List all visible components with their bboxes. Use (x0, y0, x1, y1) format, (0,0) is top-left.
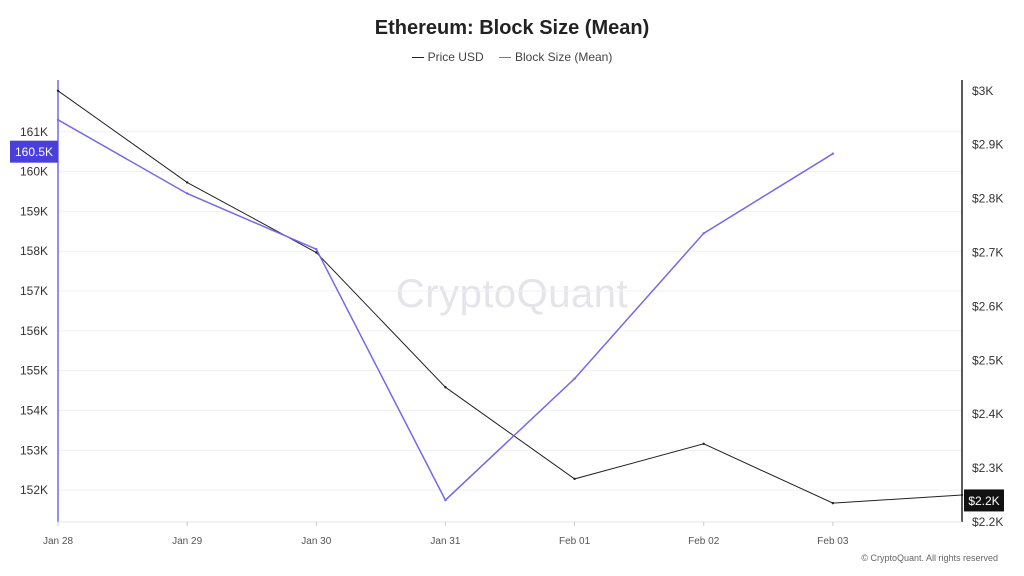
left-tick-label: 160K (20, 165, 48, 179)
data-point (185, 181, 189, 184)
x-tick-label: Feb 01 (559, 536, 591, 547)
data-point (56, 89, 60, 92)
right-tick-label: $2.4K (972, 407, 1003, 421)
left-tick-label: 156K (20, 324, 48, 338)
right-tick-label: $2.2K (972, 515, 1003, 529)
data-point (573, 477, 576, 481)
data-point (831, 152, 835, 155)
series-line-block-size (57, 119, 834, 502)
left-tick-label: 153K (20, 443, 48, 457)
legend-swatch-block-size (498, 57, 511, 59)
legend-swatch-price (411, 57, 424, 59)
x-tick-label: Jan 30 (301, 536, 331, 547)
x-tick-label: Jan 28 (43, 536, 73, 547)
left-tick-label: 155K (20, 364, 48, 378)
x-tick-label: Jan 31 (430, 536, 460, 547)
right-axis-highlight-box (964, 489, 1004, 512)
data-point (831, 501, 835, 505)
legend-label-price: Price USD (427, 50, 484, 64)
legend: Price USD Block Size (Mean) (0, 50, 1024, 64)
x-tick-label: Feb 02 (688, 536, 720, 547)
left-tick-label: 161K (20, 125, 48, 139)
left-axis-highlight-label: 160.5K (15, 145, 53, 159)
left-axis-highlight-box (10, 140, 58, 163)
right-tick-label: $2.9K (972, 138, 1003, 152)
right-axis-highlight-label: $2.2K (968, 494, 999, 508)
left-tick-label: 159K (20, 204, 48, 218)
data-point (185, 192, 189, 195)
legend-item-block-size[interactable]: Block Size (Mean) (498, 50, 613, 64)
data-point (444, 498, 447, 502)
right-tick-label: $2.8K (972, 192, 1003, 206)
data-point (315, 248, 318, 251)
legend-label-block-size: Block Size (Mean) (514, 50, 613, 64)
data-point (960, 493, 964, 497)
right-tick-label: $2.5K (972, 353, 1003, 367)
chart-title: Ethereum: Block Size (Mean) (374, 17, 650, 39)
right-tick-label: $3K (972, 84, 993, 98)
data-point (702, 442, 705, 446)
x-tick-label: Feb 03 (817, 536, 849, 547)
right-tick-label: $2.3K (972, 461, 1003, 475)
copyright-notice: © CryptoQuant. All rights reserved (861, 553, 998, 563)
data-point (573, 377, 576, 380)
data-point (56, 118, 60, 122)
right-tick-label: $2.7K (972, 245, 1003, 259)
legend-item-price[interactable]: Price USD (411, 50, 484, 64)
right-tick-label: $2.6K (972, 299, 1003, 313)
left-tick-label: 157K (20, 284, 48, 298)
series-line-price (57, 90, 963, 504)
left-tick-label: 154K (20, 404, 48, 418)
left-tick-label: 152K (20, 483, 48, 497)
x-tick-label: Jan 29 (172, 536, 202, 547)
data-point (444, 386, 447, 389)
watermark: CryptoQuant (395, 272, 629, 316)
left-tick-label: 158K (20, 244, 48, 258)
data-point (702, 232, 705, 235)
